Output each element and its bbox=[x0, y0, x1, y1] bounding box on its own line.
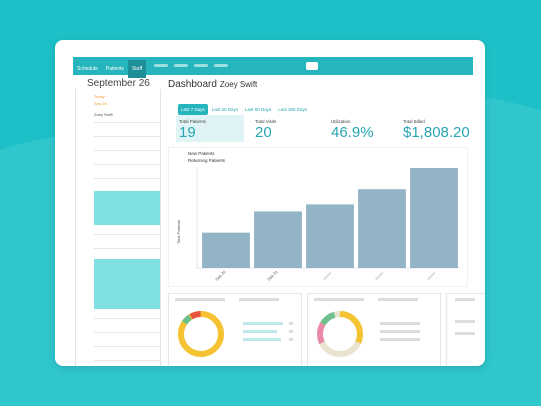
x-tick-placeholder bbox=[427, 271, 436, 281]
calendar-rule bbox=[94, 248, 160, 249]
panel-content bbox=[455, 298, 475, 335]
y-axis-label: Total Patients bbox=[176, 220, 181, 244]
sidebar-entry: Sep 26 bbox=[94, 101, 107, 106]
calendar-rule bbox=[94, 332, 160, 333]
bar bbox=[306, 204, 354, 268]
stat-value: 46.9% bbox=[331, 124, 374, 141]
placeholder bbox=[153, 64, 168, 68]
calendar-rule bbox=[94, 150, 160, 151]
sidebar-entry: Zoey Swift bbox=[94, 112, 113, 117]
bar-chart: New Patients Returning Patients Total Pati… bbox=[168, 147, 468, 287]
appointment-block[interactable] bbox=[94, 191, 160, 225]
donut-panel bbox=[314, 298, 420, 357]
nav-item[interactable]: Schedule bbox=[77, 66, 98, 72]
calendar-rule bbox=[94, 164, 160, 165]
panel bbox=[446, 293, 485, 366]
calendar-rule bbox=[94, 234, 160, 235]
range-tabs: Last 7 Days Last 30 Days Last 90 Days Last … bbox=[178, 98, 311, 116]
tab[interactable]: Last 365 Days bbox=[278, 107, 308, 112]
calendar-rule bbox=[94, 346, 160, 347]
stat-label: Utilization bbox=[331, 119, 351, 124]
appointment-block[interactable] bbox=[94, 259, 160, 309]
tab[interactable]: Last 7 Days bbox=[178, 104, 208, 115]
placeholder bbox=[173, 64, 188, 68]
calendar-rule bbox=[94, 136, 160, 137]
stat-label: Total Billed bbox=[403, 119, 425, 124]
stat-card: Total Patients 19 bbox=[176, 115, 244, 142]
stat-value: 20 bbox=[255, 124, 272, 141]
app-window: Schedule Patients Staff September 26 Today… bbox=[55, 40, 485, 366]
sidebar-calendar: Today Sep 26 Zoey Swift bbox=[75, 89, 161, 366]
donut-panel bbox=[175, 298, 293, 357]
bar bbox=[358, 189, 406, 268]
placeholder bbox=[193, 64, 208, 68]
stat-value: 19 bbox=[179, 124, 196, 141]
legend-entry: Returning Patients bbox=[188, 158, 226, 163]
stat-label: Total Patients bbox=[179, 119, 207, 124]
logo bbox=[306, 62, 318, 70]
nav-bar: Schedule Patients Staff bbox=[73, 57, 473, 78]
calendar-rule bbox=[94, 122, 160, 123]
x-tick-placeholder bbox=[375, 271, 384, 281]
stat-card: Total Billed $1,808.20 bbox=[400, 115, 485, 142]
x-tick-placeholder bbox=[323, 271, 332, 281]
sidebar-date: September 26 bbox=[87, 78, 150, 89]
sidebar-entry: Today bbox=[94, 94, 105, 99]
legend-entry: New Patients bbox=[188, 151, 215, 156]
nav-item[interactable]: Staff bbox=[127, 60, 147, 78]
stat-card: Utilization 46.9% bbox=[328, 115, 396, 142]
patient-name: Zoey Swift bbox=[219, 80, 258, 89]
calendar-rule bbox=[94, 360, 160, 361]
bar bbox=[202, 232, 250, 268]
placeholder bbox=[213, 64, 228, 68]
bar bbox=[254, 211, 302, 268]
tab[interactable]: Last 30 Days bbox=[211, 107, 239, 112]
stat-card: Total Visits 20 bbox=[252, 115, 320, 142]
dashboard-title: Dashboard Zoey Swift bbox=[168, 79, 257, 90]
bar bbox=[410, 168, 458, 268]
calendar-rule bbox=[94, 178, 160, 179]
stat-label: Total Visits bbox=[255, 119, 277, 124]
calendar-rule bbox=[94, 318, 160, 319]
tab[interactable]: Last 90 Days bbox=[245, 107, 272, 112]
stat-value: $1,808.20 bbox=[403, 124, 470, 141]
title-text: Dashboard bbox=[168, 79, 217, 90]
panel bbox=[168, 293, 302, 366]
nav-item[interactable]: Patients bbox=[105, 66, 124, 72]
panel bbox=[307, 293, 441, 366]
